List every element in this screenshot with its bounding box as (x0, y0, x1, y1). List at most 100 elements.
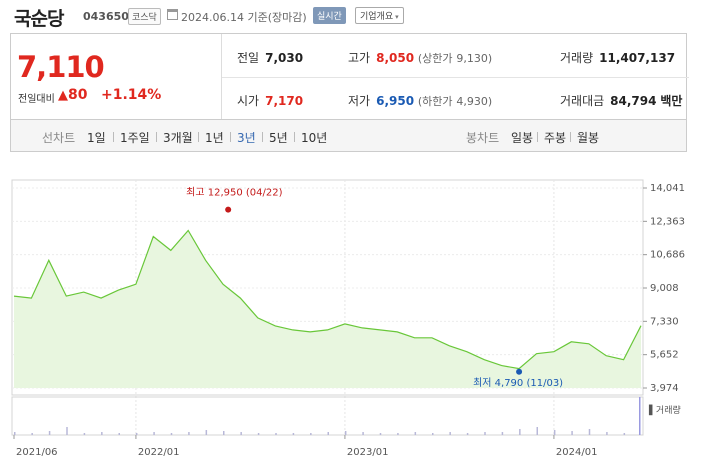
y-tick-label: 12,363 (650, 216, 685, 227)
volume-bar (501, 432, 504, 435)
low-marker (516, 368, 523, 375)
tab-weekly[interactable]: 주봉 (544, 131, 567, 145)
volume-bar (188, 432, 190, 435)
realtime-button[interactable]: 실시간 (313, 7, 346, 24)
high-annotation: 최고 12,950 (04/22) (186, 187, 282, 199)
y-tick-label: 3,974 (650, 383, 679, 394)
volume-bar (310, 433, 312, 435)
x-tick-label: 2022/01 (138, 447, 180, 458)
volume-bar (327, 432, 329, 435)
quote-grid: 전일 7,030 고가 8,050 (상한가 9,130) 거래량 11,407,13… (221, 34, 689, 120)
x-tick-label: 2023/01 (347, 447, 389, 458)
amount-cell: 거래대금 84,794 백만 (560, 92, 682, 109)
volume-bar (257, 433, 260, 435)
up-arrow-icon: ▲ (58, 88, 68, 103)
low-cell: 저가 6,950 (하한가 4,930) (348, 92, 492, 109)
tab-5y[interactable]: 5년 (269, 131, 288, 145)
prev-close-value: 7,030 (265, 51, 304, 65)
as-of-date: 2024.06.14 기준(장마감) (181, 11, 307, 24)
change-value: ▲80 (58, 87, 87, 103)
high-label: 고가 (348, 51, 371, 65)
upper-limit-label: (상한가 (417, 52, 453, 65)
volume-bar (588, 429, 591, 435)
amount-label: 거래대금 (560, 94, 605, 108)
row-divider (222, 77, 689, 78)
tab-divider (113, 132, 114, 142)
volume-bar (379, 433, 382, 435)
stock-header: 국순당 043650 코스닥 2024.06.14 기준(장마감) 실시간 기업… (0, 0, 701, 32)
y-tick-label: 5,652 (650, 350, 679, 361)
volume-bar (623, 433, 626, 435)
volume-bar (31, 433, 33, 435)
company-overview-label: 기업개요 (360, 12, 394, 22)
price-line (13, 229, 642, 370)
tab-1w[interactable]: 1주일 (120, 131, 150, 145)
volume-bar (275, 433, 277, 435)
volume-bar (449, 432, 451, 435)
volume-value: 11,407,137 (599, 51, 676, 65)
tab-1d[interactable]: 1일 (87, 131, 106, 145)
calendar-icon (167, 9, 178, 20)
high-cell: 고가 8,050 (상한가 9,130) (348, 49, 492, 66)
volume-bar (344, 431, 347, 435)
volume-bar (153, 432, 155, 435)
price-chart-svg: 14,041 12,363 10,686 9,008 7,330 5,652 3,974 최고… (11, 179, 685, 458)
amount-value: 84,794 (610, 94, 657, 108)
y-tick-label: 14,041 (650, 183, 685, 194)
volume-bar (536, 427, 538, 435)
volume-bar (48, 431, 51, 435)
volume-bar (223, 431, 225, 435)
volume-bar (553, 430, 556, 435)
prev-close-cell: 전일 7,030 (237, 49, 303, 66)
volume-legend-label: ▌거래량 (648, 404, 681, 416)
volume-bar (639, 397, 641, 435)
volume-bar (362, 432, 364, 435)
tab-10y[interactable]: 10년 (301, 131, 328, 145)
tab-monthly[interactable]: 월봉 (577, 131, 600, 145)
change-percent: +1.14% (101, 87, 162, 103)
current-price: 7,110 (17, 50, 105, 84)
volume-bar (118, 433, 120, 435)
candle-chart-label: 봉차트 (466, 131, 500, 145)
volume-bar (519, 429, 521, 435)
volume-bar (397, 433, 399, 435)
tab-divider (198, 132, 199, 142)
tab-1y[interactable]: 1년 (205, 131, 224, 145)
low-value: 6,950 (376, 94, 415, 108)
company-overview-button[interactable]: 기업개요 ▾ (355, 7, 404, 24)
high-marker (225, 206, 232, 213)
x-tick-label: 2024/01 (556, 447, 598, 458)
prev-close-label: 전일 (237, 51, 260, 65)
stock-code: 043650 (83, 10, 129, 23)
volume-bar (466, 433, 469, 435)
open-cell: 시가 7,170 (237, 92, 303, 109)
volume-bar (240, 432, 242, 435)
volume-bar (83, 433, 86, 435)
tab-daily[interactable]: 일봉 (511, 131, 534, 145)
quote-panel: 7,110 전일대비 ▲80 +1.14% 전일 7,030 고가 8,050 (상… (10, 33, 689, 120)
change-amount: 80 (68, 87, 88, 103)
chevron-down-icon: ▾ (395, 13, 399, 21)
market-badge: 코스닥 (128, 8, 161, 25)
upper-limit-value: 9,130) (456, 52, 493, 65)
amount-unit: 백만 (660, 94, 683, 108)
volume-bar (66, 427, 68, 435)
volume-bar (170, 433, 173, 435)
change-label: 전일대비 (18, 94, 55, 105)
volume-bar (101, 432, 103, 435)
volume-frame (11, 396, 644, 436)
tab-3m[interactable]: 3개월 (163, 131, 193, 145)
price-chart[interactable]: 14,041 12,363 10,686 9,008 7,330 5,652 3,974 최고… (0, 152, 701, 461)
tab-3y[interactable]: 3년 (237, 131, 256, 145)
lower-limit-label: (하한가 (417, 95, 453, 108)
lower-limit-value: 4,930) (456, 95, 493, 108)
open-value: 7,170 (265, 94, 304, 108)
volume-cell: 거래량 11,407,137 (560, 49, 675, 66)
price-area (14, 230, 641, 388)
high-value: 8,050 (376, 51, 415, 65)
tab-divider (230, 132, 231, 142)
tab-divider (262, 132, 263, 142)
stock-name: 국순당 (14, 8, 64, 30)
volume-bar (484, 432, 486, 435)
volume-bar (292, 433, 295, 435)
